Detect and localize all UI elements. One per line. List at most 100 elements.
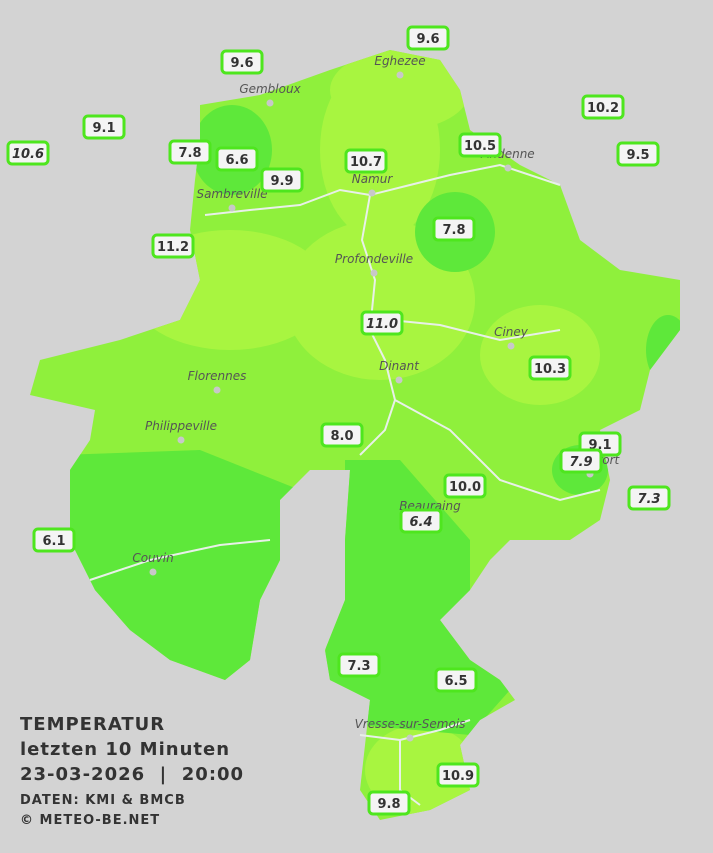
city-label: Philippeville xyxy=(145,419,217,433)
station-value: 7.3 xyxy=(347,659,370,674)
station-box xyxy=(367,790,411,816)
station-value: 9.6 xyxy=(416,32,439,47)
river xyxy=(399,740,421,806)
station-box xyxy=(436,762,480,788)
station-value: 7.8 xyxy=(178,146,201,161)
station-box xyxy=(458,132,502,158)
station-box xyxy=(151,233,195,259)
station-box xyxy=(6,140,50,166)
station-value: 9.5 xyxy=(626,148,649,163)
station-value: 9.6 xyxy=(230,56,253,71)
river xyxy=(389,319,561,342)
station-value: 10.7 xyxy=(350,155,382,170)
station-value: 9.9 xyxy=(270,174,293,189)
city-label: Vresse-sur-Semois xyxy=(355,717,466,731)
station-value: 11.2 xyxy=(157,240,189,255)
stations: 9.6 9.6 9.1 10.6 7.8 6.6 9.9 10.7 10.5 10.2 9.5 7.8… xyxy=(6,25,671,816)
station-box xyxy=(32,527,76,553)
station: 9.9 xyxy=(260,167,304,193)
station: 6.4 xyxy=(399,508,443,534)
legend-source: DATEN: KMI & BMCB xyxy=(20,793,186,808)
station-value: 7.8 xyxy=(442,223,465,238)
city-label: Sambreville xyxy=(196,187,267,201)
station-value: 10.5 xyxy=(464,139,496,154)
station: 7.3 xyxy=(337,652,381,678)
station: 10.3 xyxy=(528,355,572,381)
station: 10.0 xyxy=(443,473,487,499)
station-value: 10.9 xyxy=(442,769,474,784)
city-dot xyxy=(177,436,185,444)
city-dot xyxy=(228,204,236,212)
station-box xyxy=(406,25,450,51)
city-dot xyxy=(368,189,376,197)
station: 11.0 xyxy=(360,310,404,336)
station-box xyxy=(399,508,443,534)
station: 7.9 xyxy=(559,448,603,474)
station-box xyxy=(215,146,259,172)
station-value: 11.0 xyxy=(366,317,398,332)
station-box xyxy=(559,448,603,474)
station-value: 9.8 xyxy=(377,797,400,812)
station: 10.9 xyxy=(436,762,480,788)
station-value: 7.3 xyxy=(637,492,660,507)
station-value: 10.2 xyxy=(587,101,619,116)
station: 10.7 xyxy=(344,148,388,174)
station: 10.6 xyxy=(6,140,50,166)
city-label: Namur xyxy=(352,172,394,186)
station-value: 8.0 xyxy=(330,429,353,444)
station-box xyxy=(320,422,364,448)
city-dot xyxy=(406,734,414,742)
station: 10.2 xyxy=(581,94,625,120)
station: 6.1 xyxy=(32,527,76,553)
station: 9.1 xyxy=(82,114,126,140)
river xyxy=(394,399,601,502)
station-box xyxy=(82,114,126,140)
city-dot xyxy=(370,269,378,277)
field-cool xyxy=(646,315,680,385)
station: 7.3 xyxy=(627,485,671,511)
city-dot xyxy=(395,376,403,384)
station: 9.6 xyxy=(220,49,264,75)
station-box xyxy=(220,49,264,75)
city-label: Couvin xyxy=(132,551,173,565)
station: 10.5 xyxy=(458,132,502,158)
station: 7.8 xyxy=(168,139,212,165)
field-cool xyxy=(60,450,310,720)
river xyxy=(359,719,471,742)
station: 9.5 xyxy=(616,141,660,167)
station: 9.8 xyxy=(367,790,411,816)
station-box xyxy=(616,141,660,167)
city-dot xyxy=(213,386,221,394)
station-box xyxy=(344,148,388,174)
field-warm xyxy=(480,305,600,405)
station: 7.8 xyxy=(432,216,476,242)
legend-datetime: 23-03-2026 | 20:00 xyxy=(20,764,244,785)
station-box xyxy=(260,167,304,193)
city-dot xyxy=(396,71,404,79)
station-value: 10.0 xyxy=(449,480,481,495)
station-box xyxy=(168,139,212,165)
station-box xyxy=(528,355,572,381)
city-dot xyxy=(507,342,515,350)
station-value: 6.6 xyxy=(225,153,248,168)
legend-period: letzten 10 Minuten xyxy=(20,739,230,760)
legend-copyright: © METEO-BE.NET xyxy=(20,813,160,828)
station: 11.2 xyxy=(151,233,195,259)
station-value: 9.1 xyxy=(92,121,115,136)
legend: TEMPERATUR letzten 10 Minuten 23-03-2026… xyxy=(20,714,244,828)
station: 6.6 xyxy=(215,146,259,172)
station-value: 6.1 xyxy=(42,534,65,549)
station-value: 6.4 xyxy=(409,515,432,530)
station-box xyxy=(434,667,478,693)
city-label: Profondeville xyxy=(335,252,413,266)
city-dot xyxy=(504,164,512,172)
station-value: 6.5 xyxy=(444,674,467,689)
station-value: 10.3 xyxy=(534,362,566,377)
river xyxy=(89,539,271,581)
station-box xyxy=(360,310,404,336)
station-box xyxy=(627,485,671,511)
station: 6.5 xyxy=(434,667,478,693)
city-label: Ciney xyxy=(494,325,529,339)
station-value: 10.6 xyxy=(12,147,44,162)
